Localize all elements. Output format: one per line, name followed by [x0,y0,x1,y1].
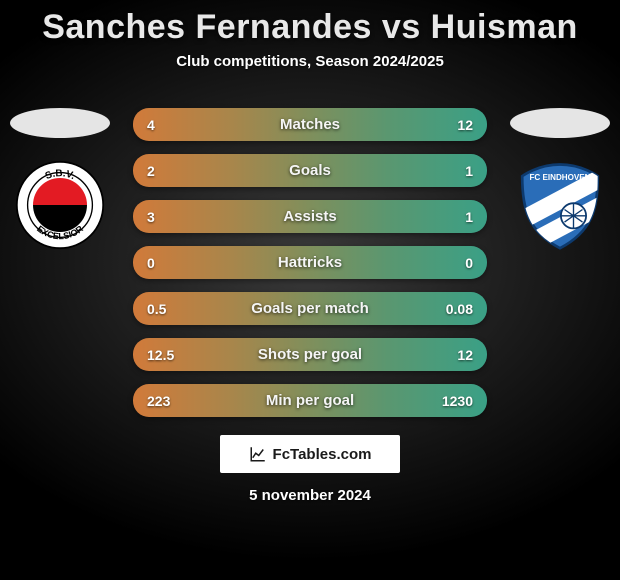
stat-value-right: 1 [433,209,473,225]
watermark-text: FcTables.com [273,446,372,463]
stat-row: 0.5Goals per match0.08 [133,292,487,325]
stat-row: 0Hattricks0 [133,246,487,279]
stat-value-left: 0 [147,255,187,271]
stat-value-right: 12 [433,347,473,363]
stat-row: 2Goals1 [133,154,487,187]
stat-value-left: 2 [147,163,187,179]
watermark: FcTables.com [220,435,400,473]
left-player-silhouette [10,108,110,138]
stat-value-right: 0.08 [433,301,473,317]
stat-value-left: 4 [147,117,187,133]
stat-value-left: 223 [147,393,187,409]
stat-value-right: 12 [433,117,473,133]
stat-value-left: 0.5 [147,301,187,317]
stat-row: 3Assists1 [133,200,487,233]
stat-row: 4Matches12 [133,108,487,141]
content-row: S.B.V. EXCELSIOR 4Matches12 2Goals1 3Assis… [0,108,620,417]
stat-value-right: 0 [433,255,473,271]
stats-table: 4Matches12 2Goals1 3Assists1 0Hattricks0 0.5… [133,108,487,417]
excelsior-logo-icon: S.B.V. EXCELSIOR [15,160,105,250]
stat-value-left: 3 [147,209,187,225]
stat-value-right: 1230 [433,393,473,409]
right-player-column: FC EINDHOVEN [505,108,615,250]
right-player-silhouette [510,108,610,138]
chart-icon [249,445,267,463]
stat-value-right: 1 [433,163,473,179]
footer-date: 5 november 2024 [0,487,620,504]
page-title: Sanches Fernandes vs Huisman [0,0,620,47]
stat-row: 223Min per goal1230 [133,384,487,417]
stat-row: 12.5Shots per goal12 [133,338,487,371]
stat-value-left: 12.5 [147,347,187,363]
svg-text:FC EINDHOVEN: FC EINDHOVEN [529,173,590,182]
right-club-logo: FC EINDHOVEN [515,160,605,250]
left-club-logo: S.B.V. EXCELSIOR [15,160,105,250]
eindhoven-logo-icon: FC EINDHOVEN [515,160,605,250]
left-player-column: S.B.V. EXCELSIOR [5,108,115,250]
subtitle: Club competitions, Season 2024/2025 [0,53,620,70]
